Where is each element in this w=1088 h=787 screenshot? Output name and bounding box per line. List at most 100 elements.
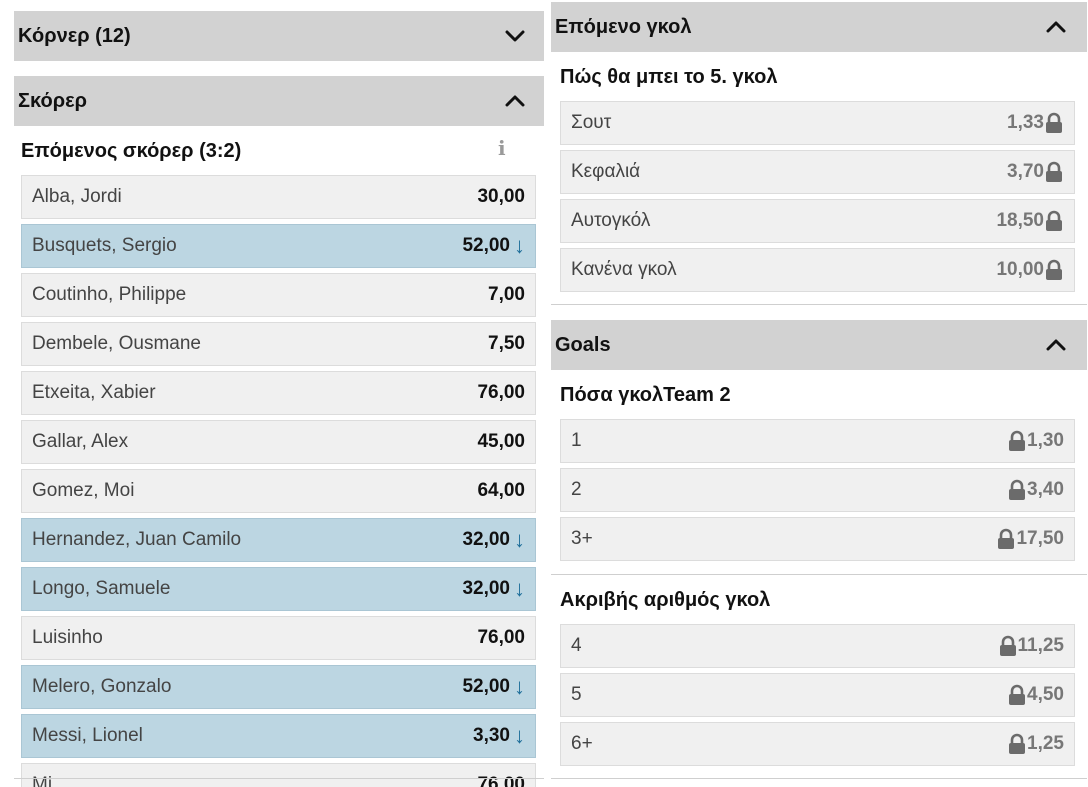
odds-value: 76,00 xyxy=(477,382,525,403)
odds-value-group: 1,33 xyxy=(1007,112,1064,134)
odds-value-group: 1,25 xyxy=(1007,733,1064,755)
scorer-section-header[interactable]: Σκόρερ xyxy=(14,76,544,126)
odds-value: 3,30 xyxy=(473,725,510,746)
next-scorer-title: Επόμενος σκόρερ (3:2) xyxy=(21,140,242,162)
odds-value-group: 11,25 xyxy=(998,635,1064,657)
chevron-up-icon[interactable] xyxy=(1045,334,1067,356)
odds-value-group: 45,00 xyxy=(477,431,525,453)
odds-value-group: 30,00 xyxy=(477,186,525,208)
player-name: Mi... xyxy=(32,774,68,787)
player-row[interactable]: Gallar, Alex 45,00 xyxy=(21,420,536,464)
lock-icon xyxy=(1007,430,1027,452)
odds-value-group: 32,00 ↓ xyxy=(462,529,525,551)
exact-goal-option-row[interactable]: 5 4,50 xyxy=(560,673,1075,717)
odds-value: 7,00 xyxy=(488,284,525,305)
odds-value: 4,50 xyxy=(1027,684,1064,705)
option-label: 2 xyxy=(571,479,582,500)
goals-header-title: Goals xyxy=(555,333,611,356)
odds-value: 7,50 xyxy=(488,333,525,354)
arrow-down-icon: ↓ xyxy=(514,723,525,748)
odds-value-group: 64,00 xyxy=(477,480,525,502)
player-name: Luisinho xyxy=(32,627,103,648)
odds-value-group: 76,00 xyxy=(477,382,525,404)
player-row[interactable]: Alba, Jordi 30,00 xyxy=(21,175,536,219)
player-name: Busquets, Sergio xyxy=(32,235,177,256)
player-name: Alba, Jordi xyxy=(32,186,122,207)
goal-count-option-row[interactable]: 1 1,30 xyxy=(560,419,1075,463)
player-name: Hernandez, Juan Camilo xyxy=(32,529,242,550)
odds-value-group: 1,30 xyxy=(1007,430,1064,452)
next-goal-section-header[interactable]: Επόμενο γκολ xyxy=(551,2,1087,52)
player-row[interactable]: Melero, Gonzalo 52,00 ↓ xyxy=(21,665,536,709)
exact-goal-option-row[interactable]: 6+ 1,25 xyxy=(560,722,1075,766)
option-label: Σουτ xyxy=(571,112,612,133)
bottom-divider xyxy=(551,778,1087,779)
option-label: 6+ xyxy=(571,733,593,754)
lock-icon xyxy=(1007,733,1027,755)
odds-value: 1,30 xyxy=(1027,430,1064,451)
odds-value: 1,25 xyxy=(1027,733,1064,754)
odds-value-group: 4,50 xyxy=(1007,684,1064,706)
chevron-up-icon[interactable] xyxy=(1045,16,1067,38)
lock-icon xyxy=(1044,259,1064,281)
player-row[interactable]: Gomez, Moi 64,00 xyxy=(21,469,536,513)
chevron-up-icon[interactable] xyxy=(504,90,526,112)
how-goal-option-row[interactable]: Σουτ 1,33 xyxy=(560,101,1075,145)
odds-value: 32,00 xyxy=(462,529,510,550)
arrow-down-icon: ↓ xyxy=(514,674,525,699)
odds-value: 3,40 xyxy=(1027,479,1064,500)
player-name: Messi, Lionel xyxy=(32,725,143,746)
how-goal-option-row[interactable]: Κανένα γκολ 10,00 xyxy=(560,248,1075,292)
lock-icon xyxy=(1007,479,1027,501)
odds-value-group: 7,00 xyxy=(488,284,525,306)
odds-value: 64,00 xyxy=(477,480,525,501)
player-row[interactable]: Dembele, Ousmane 7,50 xyxy=(21,322,536,366)
info-icon[interactable]: i xyxy=(498,136,506,160)
corner-section-header[interactable]: Κόρνερ (12) xyxy=(14,11,544,61)
goal-count-option-row[interactable]: 2 3,40 xyxy=(560,468,1075,512)
section-divider xyxy=(551,574,1087,575)
section-divider xyxy=(551,304,1087,305)
player-row[interactable]: Busquets, Sergio 52,00 ↓ xyxy=(21,224,536,268)
odds-value-group: 76,00 xyxy=(477,774,525,787)
odds-value-group: 76,00 xyxy=(477,627,525,649)
odds-value: 52,00 xyxy=(462,676,510,697)
right-column: Επόμενο γκολ Πώς θα μπει το 5. γκολ Σουτ… xyxy=(551,0,1087,787)
player-row[interactable]: Etxeita, Xabier 76,00 xyxy=(21,371,536,415)
option-label: 5 xyxy=(571,684,582,705)
player-row[interactable]: Messi, Lionel 3,30 ↓ xyxy=(21,714,536,758)
player-name: Gomez, Moi xyxy=(32,480,135,501)
exact-goals-title: Ακριβής αριθμός γκολ xyxy=(560,589,771,611)
goals-section-header[interactable]: Goals xyxy=(551,320,1087,370)
odds-value-group: 3,40 xyxy=(1007,479,1064,501)
lock-icon xyxy=(996,528,1016,550)
option-label: Κανένα γκολ xyxy=(571,259,677,280)
odds-value-group: 7,50 xyxy=(488,333,525,355)
lock-icon xyxy=(1044,210,1064,232)
player-name: Longo, Samuele xyxy=(32,578,171,599)
odds-value-group: 52,00 ↓ xyxy=(462,235,525,257)
odds-value: 3,70 xyxy=(1007,161,1044,182)
player-row[interactable]: Longo, Samuele 32,00 ↓ xyxy=(21,567,536,611)
odds-value-group: 18,50 xyxy=(996,210,1064,232)
left-column: Κόρνερ (12) Σκόρερ Επόμενος σκόρερ (3:2)… xyxy=(14,0,544,787)
goal-count-option-row[interactable]: 3+ 17,50 xyxy=(560,517,1075,561)
player-row[interactable]: Coutinho, Philippe 7,00 xyxy=(21,273,536,317)
player-name: Gallar, Alex xyxy=(32,431,129,452)
player-row[interactable]: Mi... 76,00 xyxy=(21,763,536,787)
option-label: 3+ xyxy=(571,528,593,549)
lock-icon xyxy=(1007,684,1027,706)
next-goal-header-title: Επόμενο γκολ xyxy=(555,15,692,38)
how-goal-option-row[interactable]: Αυτογκόλ 18,50 xyxy=(560,199,1075,243)
lock-icon xyxy=(1044,161,1064,183)
player-row[interactable]: Luisinho 76,00 xyxy=(21,616,536,660)
player-row[interactable]: Hernandez, Juan Camilo 32,00 ↓ xyxy=(21,518,536,562)
option-label: 1 xyxy=(571,430,582,451)
how-goal-option-row[interactable]: Κεφαλιά 3,70 xyxy=(560,150,1075,194)
exact-goal-option-row[interactable]: 4 11,25 xyxy=(560,624,1075,668)
odds-value: 18,50 xyxy=(996,210,1044,231)
odds-value-group: 52,00 ↓ xyxy=(462,676,525,698)
odds-value-group: 32,00 ↓ xyxy=(462,578,525,600)
chevron-down-icon[interactable] xyxy=(504,25,526,47)
odds-value-group: 3,30 ↓ xyxy=(473,725,525,747)
